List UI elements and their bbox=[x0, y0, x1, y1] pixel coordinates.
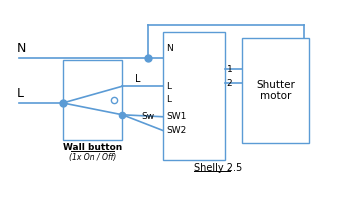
Text: 2: 2 bbox=[227, 79, 232, 88]
Text: Shelly 2.5: Shelly 2.5 bbox=[194, 163, 242, 173]
Text: Shutter
motor: Shutter motor bbox=[256, 80, 295, 101]
Text: SW1: SW1 bbox=[166, 112, 186, 121]
Text: L: L bbox=[166, 95, 171, 103]
Bar bbox=[63, 60, 122, 140]
Bar bbox=[163, 32, 225, 160]
Text: SW2: SW2 bbox=[166, 126, 186, 135]
Text: L: L bbox=[166, 82, 171, 91]
Text: 1: 1 bbox=[227, 65, 232, 74]
Text: N: N bbox=[166, 44, 173, 53]
Text: Wall button: Wall button bbox=[63, 143, 122, 152]
Bar bbox=[243, 38, 309, 143]
Text: Sw: Sw bbox=[142, 112, 155, 121]
Text: L: L bbox=[16, 87, 23, 100]
Text: L: L bbox=[135, 74, 141, 84]
Text: (1x On / Off): (1x On / Off) bbox=[69, 153, 116, 162]
Text: N: N bbox=[16, 42, 26, 55]
